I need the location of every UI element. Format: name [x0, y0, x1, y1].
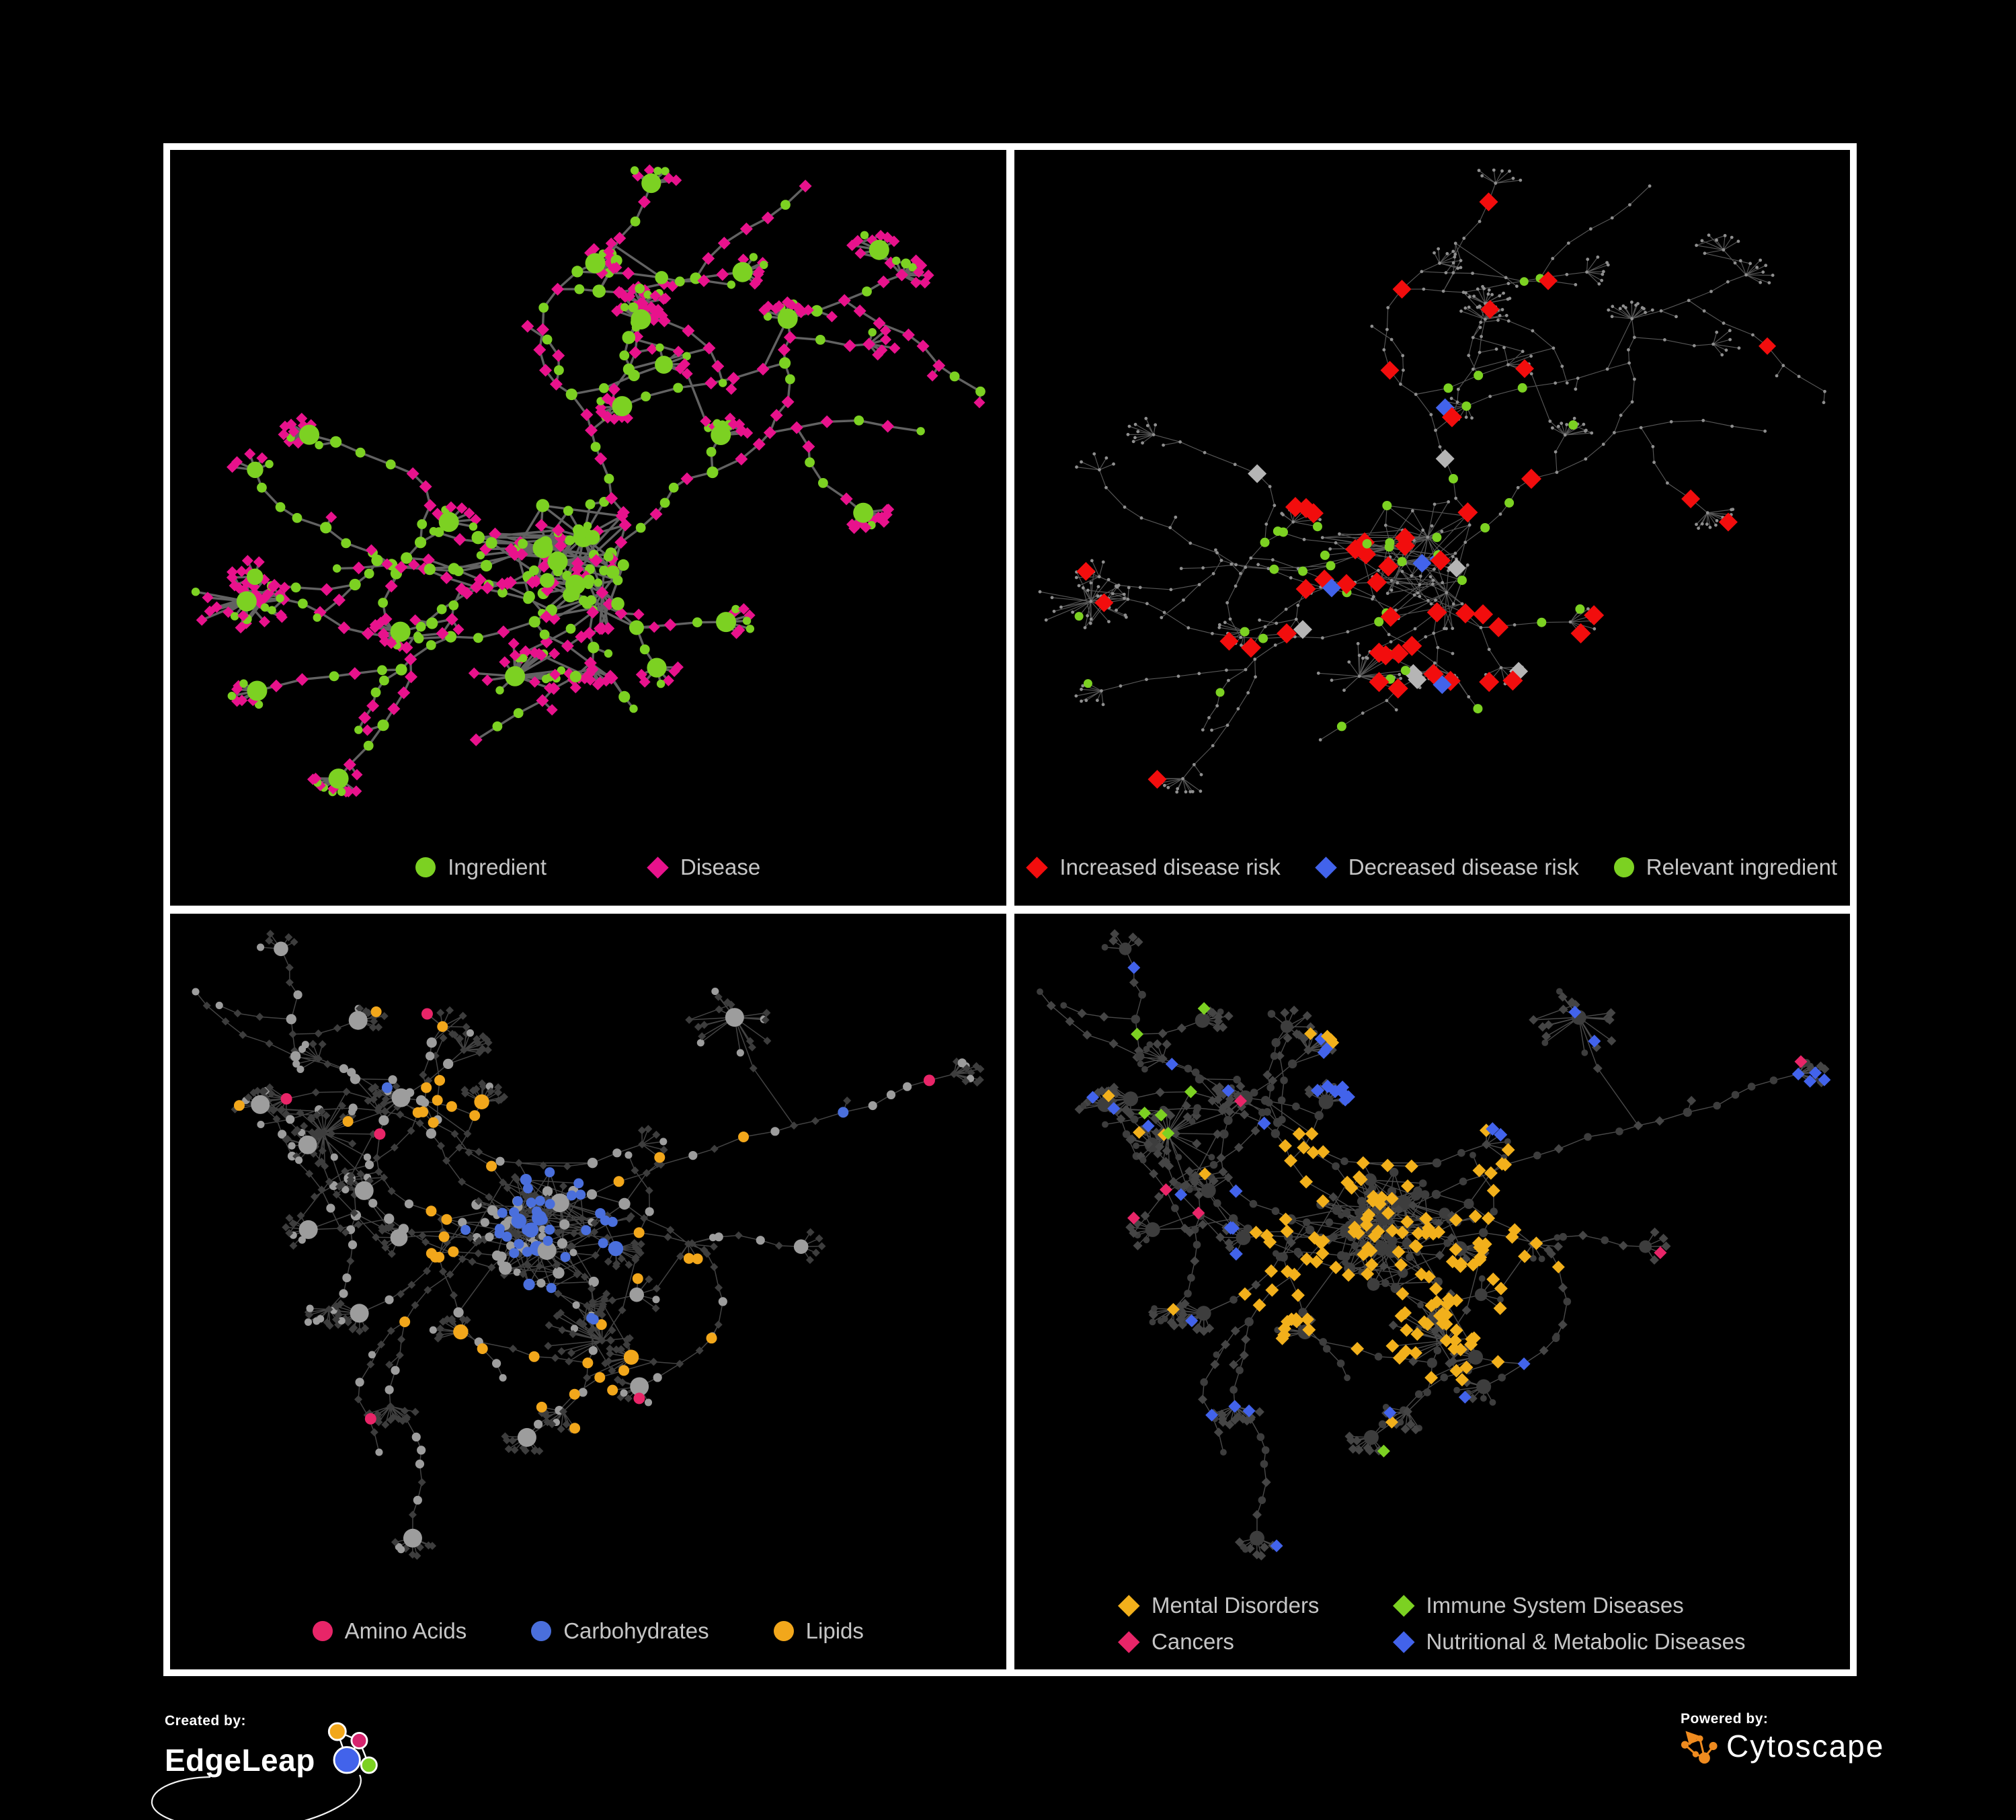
cytoscape-node	[1699, 1752, 1710, 1764]
cytoscape-node	[1709, 1741, 1718, 1751]
graph-nodes-highlight	[236, 173, 889, 789]
legend-diamond-swatch	[1026, 856, 1049, 879]
panel-disease-categories: Mental Disorders Immune System Diseases Ca…	[1014, 914, 1850, 1669]
graph-nodes-highlight	[1074, 192, 1776, 789]
graph-edges	[195, 933, 981, 1556]
legend-circle-swatch	[773, 1621, 794, 1641]
legend-label: Carbohydrates	[563, 1618, 709, 1643]
legend-label: Immune System Diseases	[1426, 1593, 1684, 1618]
network-canvas-p2	[1038, 168, 1826, 794]
legend-circle-swatch	[312, 1621, 333, 1641]
legend: Ingredient Disease	[170, 855, 1006, 880]
cytoscape-node	[1681, 1741, 1689, 1749]
legend-circle-swatch	[531, 1621, 552, 1641]
legend-circle-swatch	[415, 857, 436, 877]
legend-item: Immune System Diseases	[1392, 1593, 1684, 1618]
legend-item: Relevant ingredient	[1613, 855, 1838, 880]
cytoscape-node	[1692, 1751, 1699, 1757]
legend: Increased disease risk Decreased disease …	[1014, 855, 1851, 880]
legend-item: Decreased disease risk	[1314, 855, 1579, 880]
cytoscape-node	[1697, 1735, 1703, 1742]
edgeleap-logo-icon	[327, 1722, 378, 1774]
legend-item: Mental Disorders	[1118, 1593, 1320, 1618]
legend-circle-swatch	[1613, 857, 1634, 877]
powered-by-label: Powered by:	[1681, 1711, 1769, 1727]
cytoscape-logo-text: Cytoscape	[1726, 1729, 1885, 1764]
legend-diamond-swatch	[1118, 1594, 1140, 1617]
edgeleap-node-pink	[350, 1731, 368, 1749]
graph-edges	[1039, 933, 1825, 1556]
panel-ingredient-disease: Ingredient Disease	[170, 150, 1006, 906]
edgeleap-node-orange	[327, 1722, 347, 1741]
network-canvas-p3	[192, 930, 985, 1560]
legend-item: Cancers	[1118, 1629, 1234, 1655]
panel-disease-risk: Increased disease risk Decreased disease …	[1014, 150, 1851, 906]
legend-diamond-swatch	[1392, 1594, 1415, 1617]
legend-item: Disease	[647, 855, 760, 880]
cytoscape-node-wedge	[1685, 1731, 1700, 1746]
legend-item: Nutritional & Metabolic Diseases	[1392, 1629, 1746, 1655]
legend-label: Nutritional & Metabolic Diseases	[1426, 1629, 1746, 1654]
legend-item: Lipids	[773, 1618, 864, 1644]
edgeleap-logo-text: EdgeLeap	[165, 1743, 315, 1778]
legend-item: Increased disease risk	[1026, 855, 1281, 880]
network-panels-grid: Ingredient Disease Increased disease risk…	[163, 143, 1857, 1676]
legend-label: Relevant ingredient	[1646, 855, 1838, 879]
legend-label: Decreased disease risk	[1348, 855, 1579, 879]
legend-label: Ingredient	[448, 855, 547, 879]
network-canvas-p1	[191, 164, 985, 798]
legend-label: Lipids	[805, 1618, 864, 1643]
graph-edges	[1039, 169, 1825, 793]
legend: Mental Disorders Immune System Diseases Ca…	[1118, 1593, 1746, 1655]
graph-nodes-base	[191, 164, 985, 798]
legend-diamond-swatch	[1118, 1630, 1140, 1653]
legend-label: Increased disease risk	[1059, 855, 1281, 879]
legend-label: Disease	[680, 855, 761, 879]
legend-diamond-swatch	[1314, 856, 1337, 879]
legend-item: Ingredient	[415, 855, 547, 880]
edgeleap-node-blue	[333, 1746, 361, 1774]
created-by-label: Created by:	[165, 1713, 247, 1729]
legend-label: Amino Acids	[344, 1618, 467, 1643]
legend-item: Amino Acids	[312, 1618, 467, 1644]
network-canvas-p4	[1036, 929, 1830, 1560]
cytoscape-credit: Powered by: Cytoscape	[1681, 1711, 1884, 1766]
panel-macronutrients: Amino Acids Carbohydrates Lipids	[170, 914, 1006, 1669]
cytoscape-logo-icon	[1681, 1731, 1718, 1764]
legend-diamond-swatch	[1392, 1630, 1415, 1653]
graph-nodes-base	[1038, 168, 1826, 794]
edgeleap-node-green	[360, 1756, 378, 1774]
legend-item: Carbohydrates	[531, 1618, 709, 1644]
edgeleap-credit: Created by: EdgeLeap	[151, 1713, 382, 1820]
legend: Amino Acids Carbohydrates Lipids	[170, 1618, 1006, 1644]
legend-diamond-swatch	[647, 856, 669, 879]
graph-nodes-highlight	[1086, 961, 1830, 1552]
legend-label: Cancers	[1152, 1629, 1234, 1654]
legend-label: Mental Disorders	[1152, 1593, 1320, 1618]
graph-nodes-highlight	[233, 941, 935, 1548]
